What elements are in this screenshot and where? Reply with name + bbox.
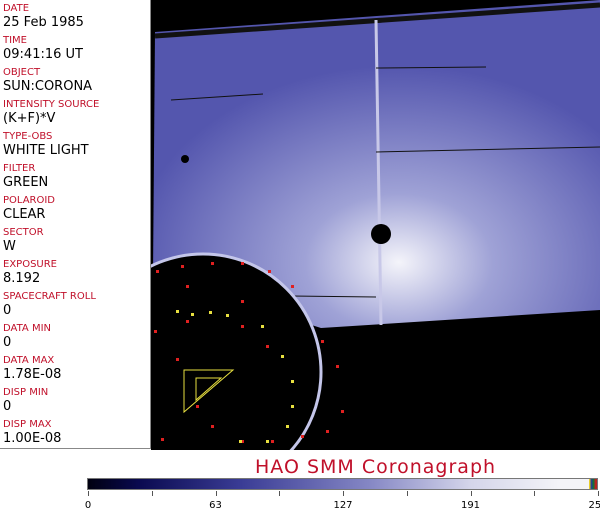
field-label: TYPE-OBS — [3, 131, 53, 142]
colorbar-tick — [279, 491, 281, 496]
field-label: DATA MAX — [3, 355, 55, 366]
colorbar-tick — [151, 491, 153, 496]
grid-dot — [326, 430, 329, 433]
field-value: 1.00E-08 — [3, 431, 62, 446]
grid-dot — [266, 440, 269, 443]
colorbar-tick-label: 255 — [588, 500, 600, 511]
header-entry: TIME 09:41:16 UT — [0, 32, 150, 64]
grid-dot — [211, 425, 214, 428]
colorbar-tick — [470, 491, 472, 496]
grid-dot — [321, 340, 324, 343]
coronagraph-image — [151, 0, 600, 450]
grid-dot — [271, 440, 274, 443]
field-value: GREEN — [3, 175, 49, 190]
colorbar-tick — [534, 491, 536, 496]
header-panel: DATE 25 Feb 1985 TIME 09:41:16 UT OBJECT SUN:… — [0, 0, 151, 449]
header-entry: POLAROID CLEAR — [0, 192, 150, 224]
header-entry: DATA MAX 1.78E-08 — [0, 352, 150, 384]
grid-dot — [241, 440, 244, 443]
header-entry: TYPE-OBS WHITE LIGHT — [0, 128, 150, 160]
field-label: DISP MIN — [3, 387, 49, 398]
grid-dot — [209, 311, 212, 314]
grid-dot — [196, 405, 199, 408]
grid-dot — [176, 358, 179, 361]
plot-title: HAO SMM Coronagraph — [255, 456, 497, 478]
grid-dot — [239, 440, 242, 443]
field-value: 8.192 — [3, 271, 41, 286]
header-entry: SECTOR W — [0, 224, 150, 256]
grid-dot — [291, 380, 294, 383]
grid-dot — [154, 330, 157, 333]
grid-dot — [301, 435, 304, 438]
field-label: INTENSITY SOURCE — [3, 99, 100, 110]
header-entry: INTENSITY SOURCE (K+F)*V — [0, 96, 150, 128]
colorbar-tick-label: 63 — [209, 500, 222, 511]
occulting-disk — [151, 252, 323, 450]
field-value: 0 — [3, 399, 12, 414]
grid-dot — [291, 405, 294, 408]
colorbar-tick-label: 191 — [460, 500, 481, 511]
field-label: DISP MAX — [3, 419, 52, 430]
colorbar — [87, 478, 598, 490]
field-value: SUN:CORONA — [3, 79, 93, 94]
colorbar-tick — [343, 491, 344, 496]
field-label: SPACECRAFT ROLL — [3, 291, 96, 302]
header-entry: SPACECRAFT ROLL 0 — [0, 288, 150, 320]
grid-dot — [186, 320, 189, 323]
header-entry: DISP MIN 0 — [0, 384, 150, 416]
field-value: 09:41:16 UT — [3, 47, 83, 62]
field-label: POLAROID — [3, 195, 56, 206]
sky-image — [153, 0, 600, 328]
field-value: CLEAR — [3, 207, 46, 222]
grid-dot — [336, 365, 339, 368]
grid-dot — [241, 262, 244, 265]
field-label: SECTOR — [3, 227, 44, 238]
grid-dot — [286, 425, 289, 428]
grid-dot — [241, 300, 244, 303]
field-value: 0 — [3, 303, 12, 318]
grid-dot — [341, 410, 344, 413]
grid-dot — [241, 325, 244, 328]
field-label: OBJECT — [3, 67, 41, 78]
header-entry: EXPOSURE 8.192 — [0, 256, 150, 288]
field-value: WHITE LIGHT — [3, 143, 89, 158]
grid-dot — [291, 285, 294, 288]
grid-dot — [226, 314, 229, 317]
grid-dot — [181, 265, 184, 268]
colorbar-tick — [215, 491, 217, 496]
field-label: DATE — [3, 3, 30, 14]
grid-dot — [266, 345, 269, 348]
header-entry: DISP MAX 1.00E-08 — [0, 416, 150, 448]
grid-dot — [191, 313, 194, 316]
grid-dot — [281, 355, 284, 358]
field-label: FILTER — [3, 163, 36, 174]
field-label: EXPOSURE — [3, 259, 58, 270]
field-value: 1.78E-08 — [3, 367, 62, 382]
header-entry: OBJECT SUN:CORONA — [0, 64, 150, 96]
grid-dot — [156, 270, 159, 273]
field-value: 25 Feb 1985 — [3, 15, 84, 30]
colorbar-tick — [406, 491, 408, 496]
grid-dot — [176, 310, 179, 313]
colorbar-tick-label: 0 — [84, 500, 92, 511]
colorbar-tick — [598, 491, 599, 496]
field-value: W — [3, 239, 16, 254]
field-label: DATA MIN — [3, 323, 51, 334]
field-value: 0 — [3, 335, 12, 350]
field-label: TIME — [3, 35, 28, 46]
header-entry: DATE 25 Feb 1985 — [0, 0, 150, 32]
grid-dot — [211, 262, 214, 265]
grid-dot — [161, 438, 164, 441]
grid-dot — [261, 325, 264, 328]
colorbar-tick — [88, 491, 89, 496]
field-value: (K+F)*V — [3, 111, 56, 126]
grid-dot — [186, 285, 189, 288]
colorbar-tick-label: 127 — [333, 500, 353, 511]
header-entry: FILTER GREEN — [0, 160, 150, 192]
header-entry: DATA MIN 0 — [0, 320, 150, 352]
grid-dot — [268, 270, 271, 273]
